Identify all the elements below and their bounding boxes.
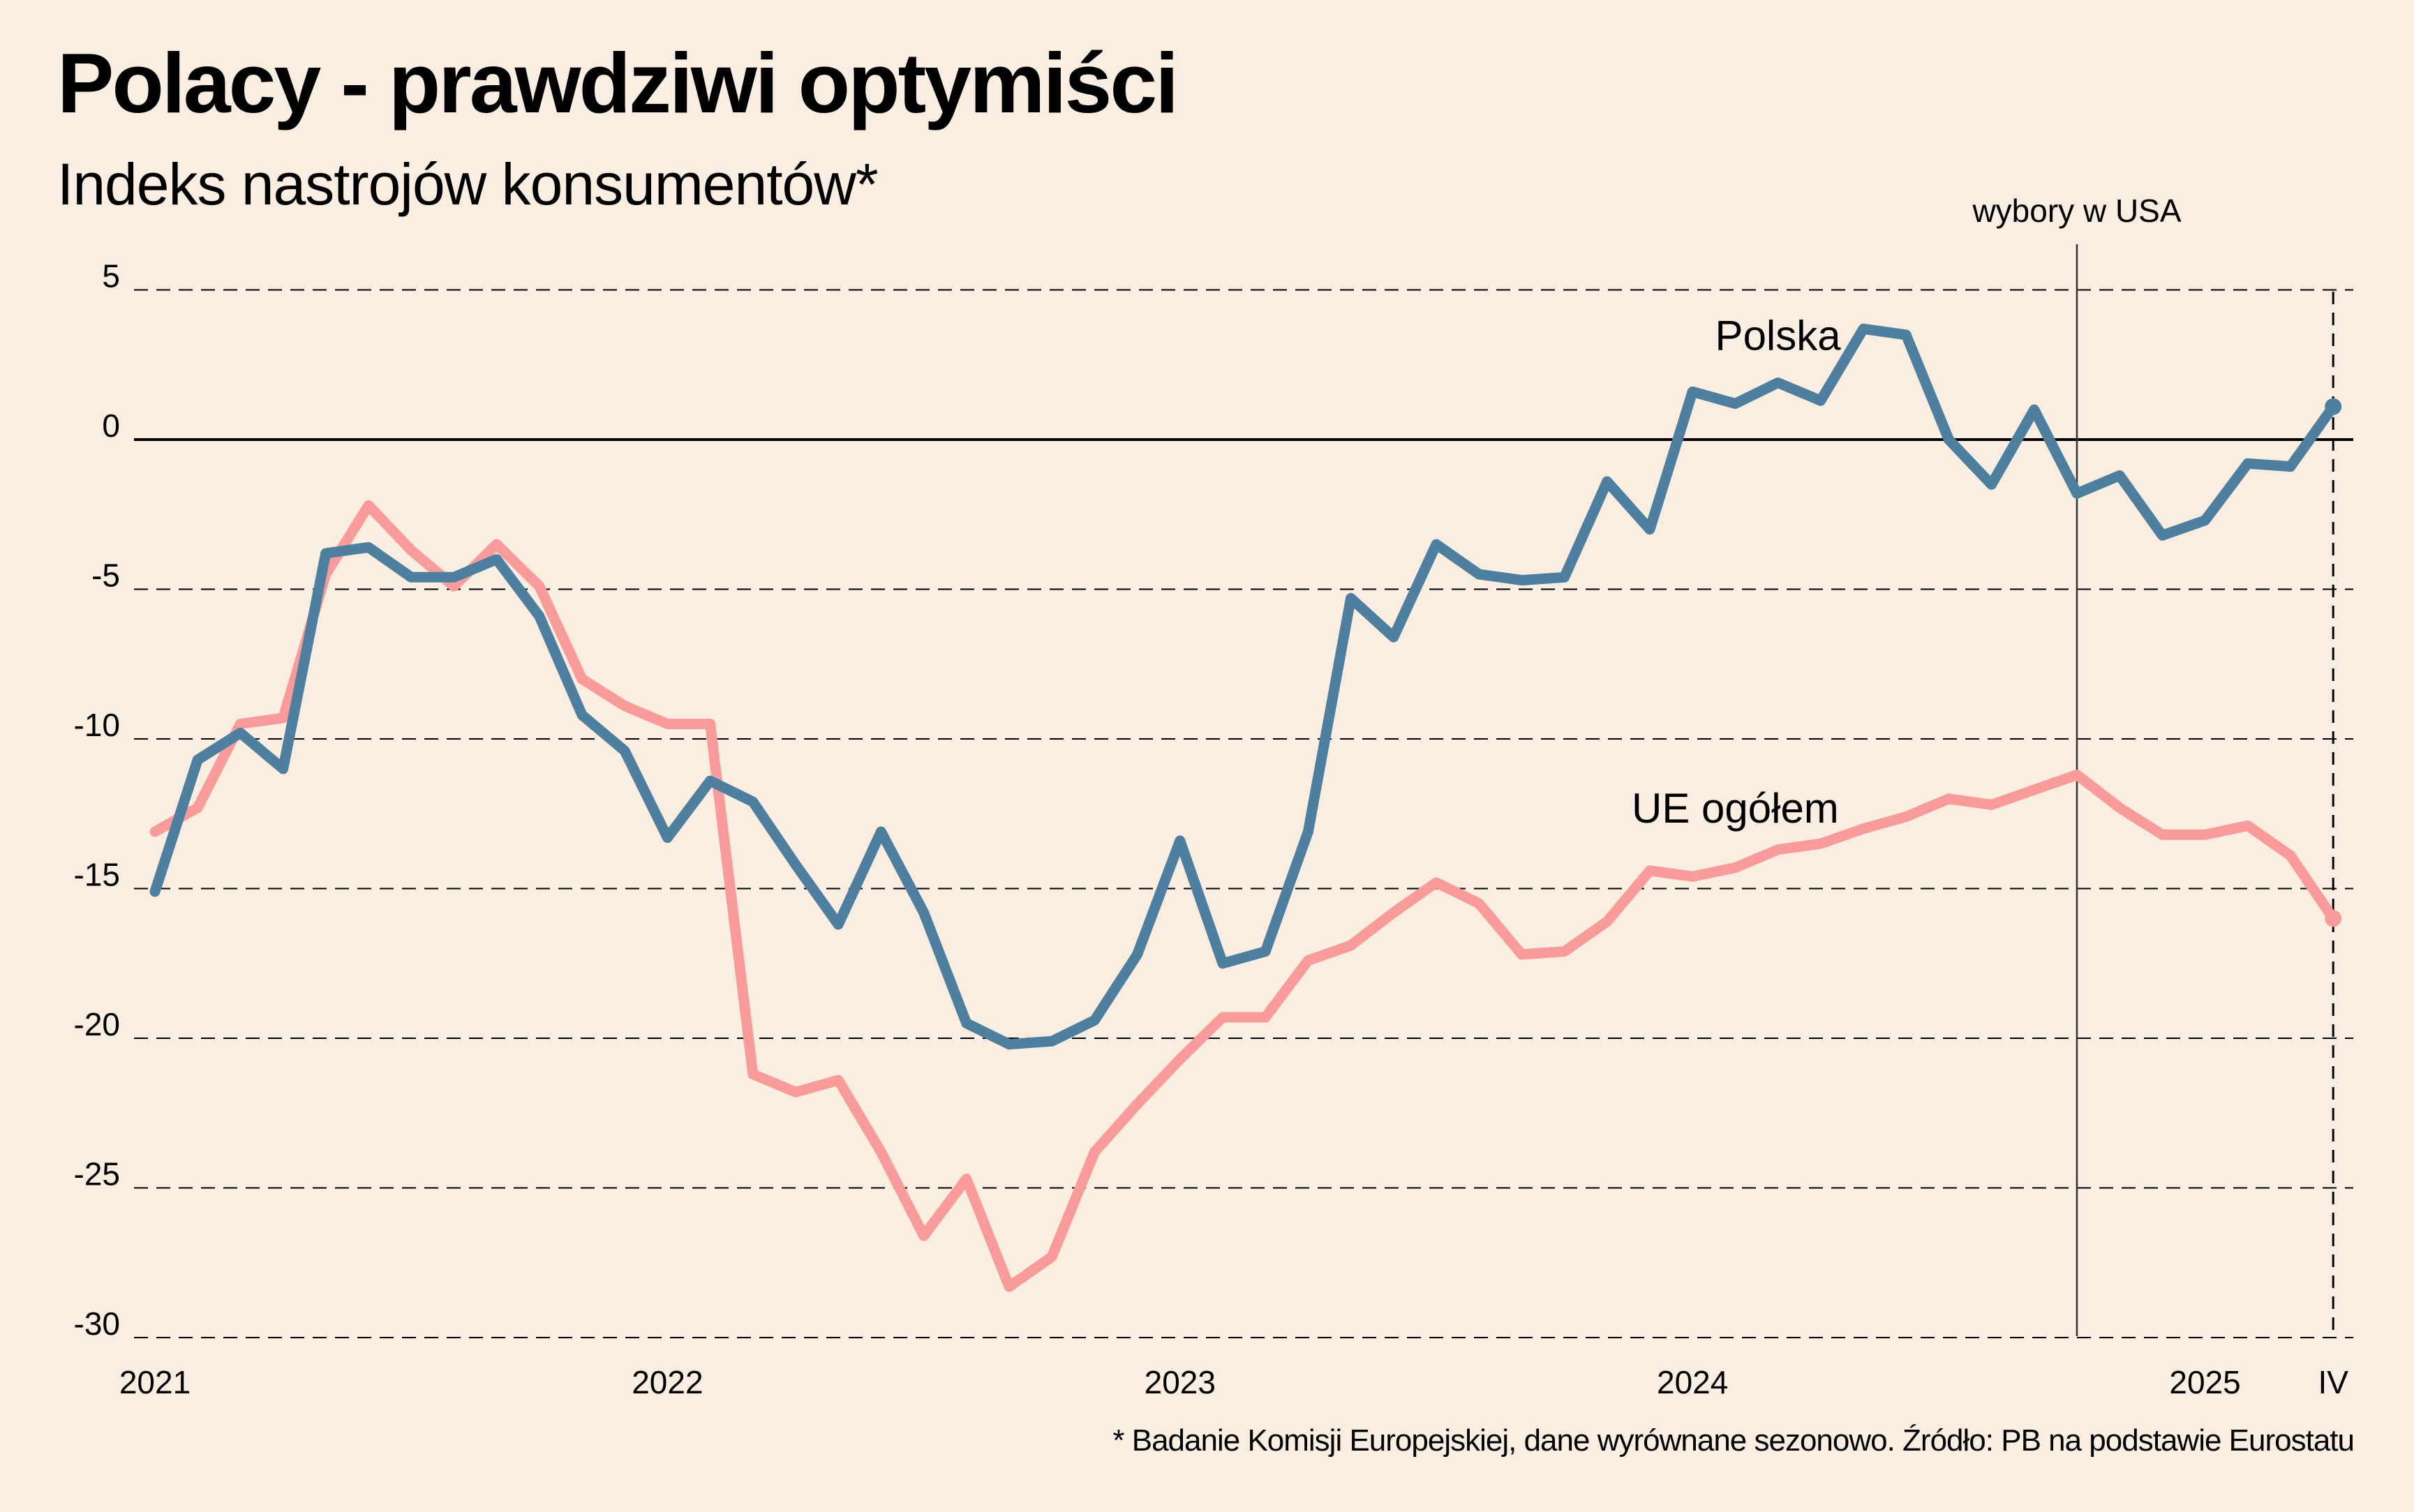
gridlines — [134, 289, 2353, 1338]
y-tick-label: 5 — [102, 258, 120, 294]
series-labels: Polska UE ogółem — [1632, 312, 1841, 832]
footnote-source: * Badanie Komisji Europejskiej, dane wyr… — [1112, 1423, 2355, 1458]
series — [149, 323, 2342, 1292]
series-line-polska — [149, 323, 2339, 1050]
end-point-ue-ogolem — [2325, 910, 2342, 927]
x-tick-label: 2022 — [632, 1364, 703, 1400]
y-tick-label: -15 — [74, 857, 120, 893]
end-point-polska — [2325, 398, 2342, 415]
y-tick-label: -30 — [74, 1305, 120, 1342]
y-tick-label: -10 — [74, 707, 120, 743]
x-tick-label: 2021 — [119, 1364, 191, 1400]
y-tick-label: 0 — [102, 407, 120, 444]
chart-title: Polacy - prawdziwi optymiści — [57, 36, 1179, 130]
x-tick-label: 2024 — [1657, 1364, 1728, 1400]
series-label-polska: Polska — [1715, 312, 1842, 359]
y-axis-ticks: 5 0 -5 -10 -15 -20 -25 -30 — [74, 258, 120, 1342]
y-tick-label: -25 — [74, 1156, 120, 1192]
x-axis-ticks: 2021 2022 2023 2024 2025 IV — [119, 1364, 2348, 1400]
x-tick-label: 2023 — [1145, 1364, 1216, 1400]
x-tick-label: IV — [2318, 1364, 2348, 1400]
us-election-label: wybory w USA — [1972, 193, 2181, 229]
series-line-ue-ogolem — [149, 500, 2339, 1292]
y-tick-label: -20 — [74, 1006, 120, 1042]
chart-subtitle: Indeks nastrojów konsumentów* — [57, 151, 879, 217]
y-tick-label: -5 — [91, 557, 120, 594]
series-label-ue-ogolem: UE ogółem — [1632, 785, 1839, 832]
x-tick-label: 2025 — [2169, 1364, 2240, 1400]
annotations: wybory w USA — [1972, 193, 2334, 1336]
